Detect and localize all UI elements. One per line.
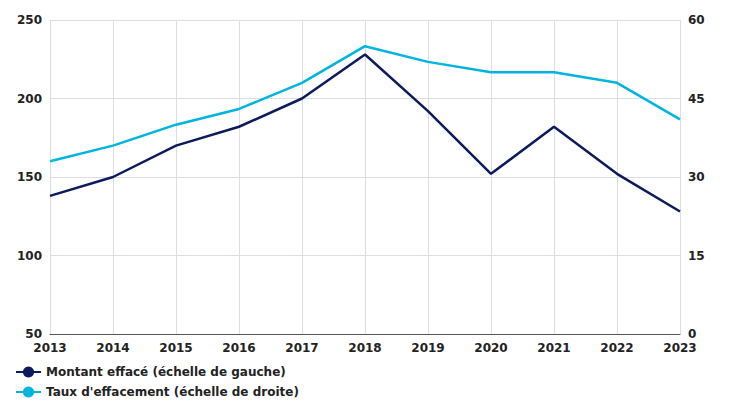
svg-text:250: 250 bbox=[17, 13, 42, 27]
svg-text:50: 50 bbox=[25, 327, 42, 341]
svg-text:2021: 2021 bbox=[537, 341, 570, 355]
svg-text:2018: 2018 bbox=[348, 341, 381, 355]
svg-text:2017: 2017 bbox=[285, 341, 318, 355]
svg-text:2016: 2016 bbox=[222, 341, 255, 355]
svg-text:200: 200 bbox=[17, 92, 42, 106]
svg-text:Taux d'effacement (échelle de: Taux d'effacement (échelle de droite) bbox=[46, 385, 299, 399]
svg-text:15: 15 bbox=[688, 249, 705, 263]
svg-text:100: 100 bbox=[17, 249, 42, 263]
svg-text:2013: 2013 bbox=[33, 341, 66, 355]
svg-text:30: 30 bbox=[688, 170, 705, 184]
svg-text:60: 60 bbox=[688, 13, 705, 27]
svg-text:2015: 2015 bbox=[159, 341, 192, 355]
svg-text:2019: 2019 bbox=[411, 341, 444, 355]
svg-text:Montant effacé (échelle de gau: Montant effacé (échelle de gauche) bbox=[46, 365, 286, 379]
svg-text:2022: 2022 bbox=[600, 341, 633, 355]
svg-text:0: 0 bbox=[688, 327, 696, 341]
svg-text:2014: 2014 bbox=[96, 341, 129, 355]
svg-text:45: 45 bbox=[688, 92, 705, 106]
svg-text:150: 150 bbox=[17, 170, 42, 184]
svg-text:2023: 2023 bbox=[663, 341, 696, 355]
svg-text:2020: 2020 bbox=[474, 341, 507, 355]
